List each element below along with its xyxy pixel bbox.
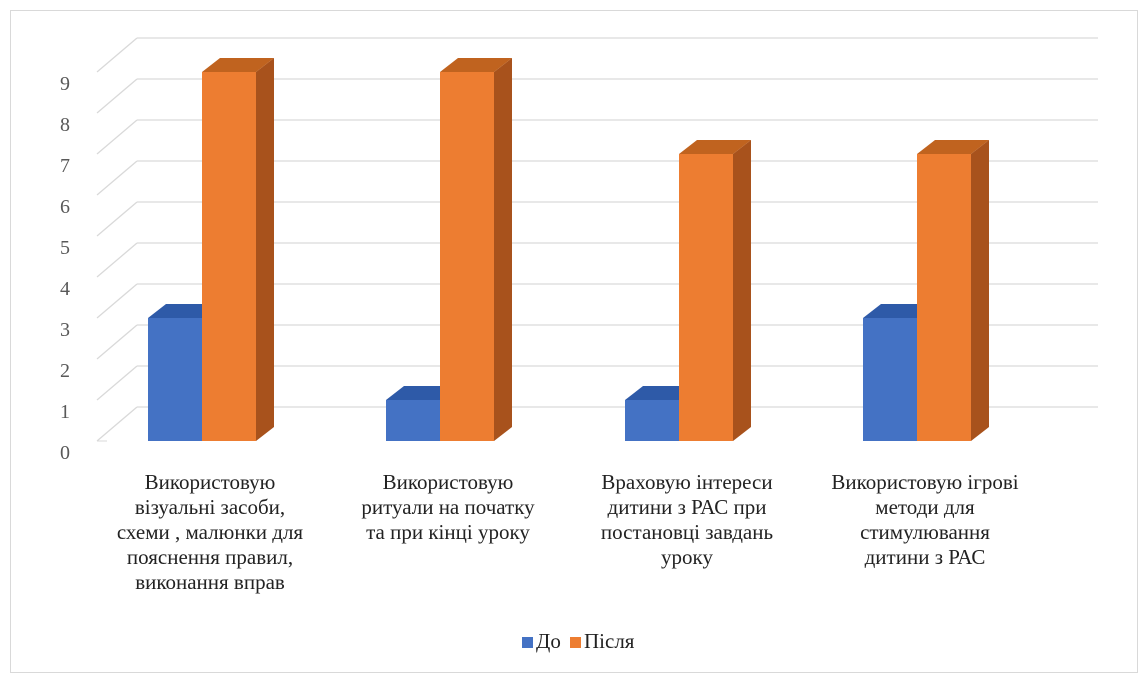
category-label-line: пояснення правил, [127, 545, 293, 569]
bar-pislia-2 [679, 140, 751, 441]
legend-swatch [522, 637, 533, 648]
bar-front [863, 318, 917, 441]
gridline-diagonal [96, 242, 138, 278]
category-label-line: дитини з РАС [865, 545, 986, 569]
y-tick-label: 0 [60, 442, 70, 464]
category-label-line: дитини з РАС при [608, 495, 767, 519]
category-label: Використовую ритуали на початку та при кін… [361, 470, 535, 544]
y-tick-label: 6 [60, 196, 70, 218]
category-label-line: стимулювання [860, 520, 990, 544]
gridline-diagonal [96, 365, 138, 401]
legend: До Після [522, 629, 635, 653]
gridline-diagonal [96, 160, 138, 196]
category-label-line: ритуали на початку [361, 495, 535, 519]
y-tick-label: 2 [60, 360, 70, 382]
bar-front [917, 154, 971, 441]
gridline-diagonal [96, 201, 138, 237]
category-label-line: схеми , малюнки для [117, 520, 304, 544]
bar-top [679, 140, 751, 154]
y-tick-label: 9 [60, 73, 70, 95]
bar-side [733, 140, 751, 441]
category-label-line: та при кінці уроку [366, 520, 530, 544]
x-axis-categories: Використовую візуальні засоби, схеми , мал… [117, 470, 1019, 594]
category-label: Використовую візуальні засоби, схеми , мал… [117, 470, 304, 594]
gridline-diagonal [96, 324, 138, 360]
category-label-line: постановці завдань [601, 520, 773, 544]
category-label-line: виконання вправ [135, 570, 285, 594]
bar-front [440, 72, 494, 441]
y-tick-label: 1 [60, 401, 70, 423]
category-label-line: уроку [661, 545, 713, 569]
category-label-line: Використовую [383, 470, 514, 494]
y-tick-label: 8 [60, 114, 70, 136]
y-tick-label: 4 [60, 278, 70, 300]
y-tick-label: 3 [60, 319, 70, 341]
gridline-diagonal [96, 283, 138, 319]
category-label-line: Враховую інтереси [601, 470, 772, 494]
bar-side [256, 58, 274, 441]
legend-item: Після [570, 629, 635, 653]
bar-front [625, 400, 679, 441]
bar-top [202, 58, 274, 72]
bar-front [148, 318, 202, 441]
bar-top [917, 140, 989, 154]
y-tick-label: 7 [60, 155, 70, 177]
bar-top [440, 58, 512, 72]
bar-front [202, 72, 256, 441]
category-label-line: Використовую [145, 470, 276, 494]
bar-side [494, 58, 512, 441]
legend-label: Після [584, 629, 635, 653]
bar-pislia-1 [440, 58, 512, 441]
y-axis-ticks: 0 1 2 3 4 5 6 7 8 9 [60, 73, 70, 464]
gridline-diagonal [96, 406, 138, 442]
category-label-line: методи для [875, 495, 975, 519]
gridline-diagonal [96, 119, 138, 155]
bar-pislia-0 [202, 58, 274, 441]
bar-front [386, 400, 440, 441]
gridline-diagonal [96, 78, 138, 114]
legend-item: До [522, 629, 561, 653]
legend-swatch [570, 637, 581, 648]
category-label-line: Використовую ігрові [831, 470, 1018, 494]
category-label: Враховую інтереси дитини з РАС при постано… [601, 470, 773, 569]
bars [148, 58, 989, 441]
category-label-line: візуальні засоби, [135, 495, 285, 519]
bar-pislia-3 [917, 140, 989, 441]
bar-front [679, 154, 733, 441]
category-label: Використовую ігрові методи для стимулюванн… [831, 470, 1018, 569]
gridline-diagonal [96, 37, 138, 73]
bar-side [971, 140, 989, 441]
legend-label: До [536, 629, 561, 653]
y-tick-label: 5 [60, 237, 70, 259]
